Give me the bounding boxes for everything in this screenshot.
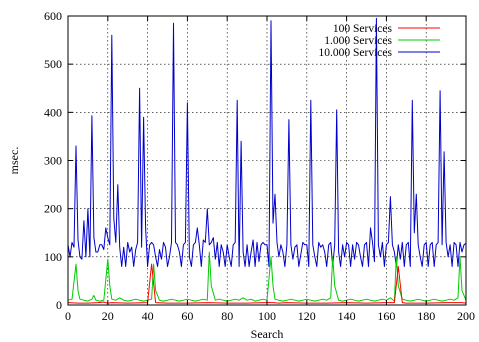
legend-label: 1.000 Services (324, 35, 392, 47)
x-tick-label: 120 (298, 309, 316, 323)
ticks (67, 15, 467, 306)
x-tick-label: 100 (258, 309, 276, 323)
series-line-100-services (67, 263, 467, 304)
y-axis-label: msec. (7, 147, 21, 175)
series-line-1-000-services (67, 251, 467, 302)
series-layer (67, 17, 467, 304)
x-tick-label: 180 (417, 309, 435, 323)
x-tick-label: 60 (181, 309, 193, 323)
x-tick-label: 200 (457, 309, 475, 323)
grid (68, 16, 466, 305)
y-tick-label: 0 (56, 298, 62, 312)
legend-label: 100 Services (333, 23, 393, 35)
y-tick-label: 500 (44, 57, 62, 71)
series-line-10-000-services (67, 17, 467, 267)
x-tick-label: 140 (338, 309, 356, 323)
y-tick-label: 600 (44, 9, 62, 23)
y-tick-label: 200 (44, 202, 62, 216)
x-tick-label: 80 (221, 309, 233, 323)
y-tick-label: 100 (44, 250, 62, 264)
x-tick-label: 160 (377, 309, 395, 323)
legend-label: 10.000 Services (319, 47, 393, 59)
y-tick-label: 400 (44, 105, 62, 119)
tick-labels: 0 20 40 60 80 100 120 140 160 180 200 0 100 200 300 400… (44, 9, 475, 323)
x-tick-label: 20 (102, 309, 114, 323)
x-axis-label: Search (251, 327, 284, 341)
y-tick-label: 300 (44, 154, 62, 168)
x-tick-label: 40 (142, 309, 154, 323)
x-tick-label: 0 (65, 309, 71, 323)
